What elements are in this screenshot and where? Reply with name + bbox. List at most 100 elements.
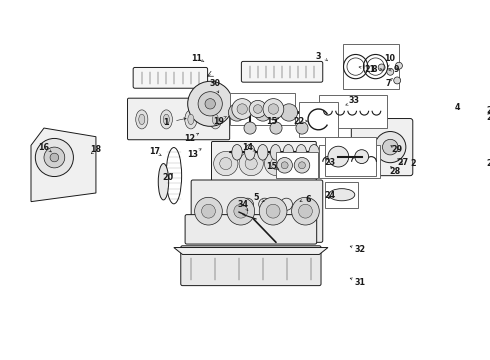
Circle shape xyxy=(249,100,267,118)
Text: 30: 30 xyxy=(210,78,221,87)
Text: 32: 32 xyxy=(354,245,366,254)
Text: 25: 25 xyxy=(487,159,490,168)
Circle shape xyxy=(387,68,394,75)
Bar xyxy=(343,44,399,89)
Ellipse shape xyxy=(258,144,268,160)
Ellipse shape xyxy=(163,114,170,125)
FancyBboxPatch shape xyxy=(127,98,230,140)
Text: 4: 4 xyxy=(455,103,461,112)
Circle shape xyxy=(220,157,232,170)
Text: 19: 19 xyxy=(213,117,224,126)
Ellipse shape xyxy=(209,110,221,129)
Circle shape xyxy=(263,99,284,120)
FancyBboxPatch shape xyxy=(133,67,208,88)
Ellipse shape xyxy=(158,163,169,200)
Text: 5: 5 xyxy=(253,193,259,202)
Text: 34: 34 xyxy=(238,200,248,209)
Text: 15: 15 xyxy=(266,162,277,171)
Circle shape xyxy=(270,157,283,170)
Circle shape xyxy=(195,197,222,225)
Circle shape xyxy=(395,62,402,69)
Circle shape xyxy=(265,152,289,176)
Text: 10: 10 xyxy=(384,54,395,63)
Bar xyxy=(276,152,318,178)
Circle shape xyxy=(242,198,253,210)
Text: 12: 12 xyxy=(184,134,195,143)
Text: 20: 20 xyxy=(162,173,173,182)
Text: 1: 1 xyxy=(163,118,169,127)
Text: 13: 13 xyxy=(187,149,198,158)
Circle shape xyxy=(266,204,280,218)
FancyBboxPatch shape xyxy=(212,141,316,186)
Circle shape xyxy=(296,122,308,134)
Bar xyxy=(319,95,387,128)
FancyBboxPatch shape xyxy=(181,246,321,285)
Text: 31: 31 xyxy=(354,278,366,287)
Text: 18: 18 xyxy=(90,145,101,154)
Polygon shape xyxy=(174,248,328,255)
Ellipse shape xyxy=(136,110,148,129)
Text: 29: 29 xyxy=(392,145,403,154)
Circle shape xyxy=(214,152,238,176)
Text: 14: 14 xyxy=(242,143,253,152)
Circle shape xyxy=(188,81,233,126)
Circle shape xyxy=(281,162,288,169)
Ellipse shape xyxy=(188,114,194,125)
Text: 25: 25 xyxy=(487,106,490,115)
Circle shape xyxy=(298,162,305,169)
Circle shape xyxy=(375,131,406,163)
Ellipse shape xyxy=(185,110,197,129)
Ellipse shape xyxy=(232,144,242,160)
Text: 7: 7 xyxy=(386,78,392,87)
Bar xyxy=(325,182,358,208)
Text: 17: 17 xyxy=(149,147,160,156)
Text: 27: 27 xyxy=(398,158,409,167)
Circle shape xyxy=(296,157,308,170)
Ellipse shape xyxy=(329,189,355,201)
FancyBboxPatch shape xyxy=(351,118,413,176)
Circle shape xyxy=(298,204,312,218)
Circle shape xyxy=(306,104,323,121)
Circle shape xyxy=(239,152,263,176)
Circle shape xyxy=(378,64,385,71)
Circle shape xyxy=(201,204,216,218)
Text: 9: 9 xyxy=(393,65,399,74)
Bar xyxy=(299,102,338,137)
Circle shape xyxy=(394,77,401,84)
Circle shape xyxy=(294,157,310,173)
Circle shape xyxy=(280,104,297,121)
Circle shape xyxy=(50,153,59,162)
Ellipse shape xyxy=(245,144,255,160)
Circle shape xyxy=(245,157,257,170)
Bar xyxy=(230,93,295,125)
Text: 23: 23 xyxy=(324,158,335,167)
FancyBboxPatch shape xyxy=(191,180,323,242)
Text: 16: 16 xyxy=(39,143,49,152)
Ellipse shape xyxy=(309,144,319,160)
Circle shape xyxy=(259,197,287,225)
Circle shape xyxy=(328,146,349,167)
Circle shape xyxy=(35,139,74,176)
Circle shape xyxy=(198,92,222,116)
FancyBboxPatch shape xyxy=(242,62,323,82)
Circle shape xyxy=(44,147,65,168)
Circle shape xyxy=(355,150,368,163)
Text: 3: 3 xyxy=(316,52,321,61)
Text: 2: 2 xyxy=(411,159,416,168)
Circle shape xyxy=(205,99,216,109)
Ellipse shape xyxy=(160,110,172,129)
Circle shape xyxy=(383,139,398,155)
FancyBboxPatch shape xyxy=(185,215,317,244)
Circle shape xyxy=(280,198,293,210)
Text: 11: 11 xyxy=(191,54,202,63)
Circle shape xyxy=(277,157,293,173)
Ellipse shape xyxy=(139,114,145,125)
Circle shape xyxy=(254,104,271,121)
Text: 15: 15 xyxy=(266,117,277,126)
Circle shape xyxy=(290,152,314,176)
Ellipse shape xyxy=(283,144,294,160)
Text: 33: 33 xyxy=(348,96,360,105)
Bar xyxy=(325,137,375,176)
Circle shape xyxy=(234,204,248,218)
PathPatch shape xyxy=(31,128,96,202)
